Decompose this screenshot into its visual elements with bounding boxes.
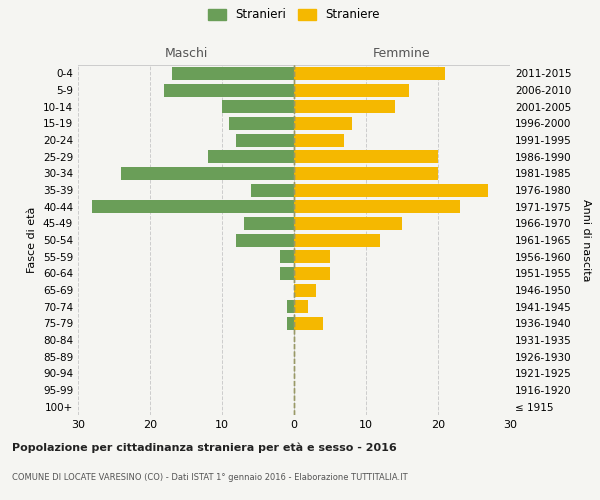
Bar: [294, 150, 438, 163]
Bar: [294, 250, 330, 263]
Bar: [294, 217, 402, 230]
Text: Femmine: Femmine: [373, 47, 431, 60]
Bar: [294, 167, 438, 180]
Bar: [236, 134, 294, 146]
Bar: [172, 67, 294, 80]
Bar: [294, 117, 352, 130]
Text: Popolazione per cittadinanza straniera per età e sesso - 2016: Popolazione per cittadinanza straniera p…: [12, 442, 397, 453]
Bar: [287, 317, 294, 330]
Bar: [294, 184, 488, 196]
Bar: [251, 184, 294, 196]
Bar: [236, 234, 294, 246]
Bar: [287, 300, 294, 313]
Bar: [294, 134, 344, 146]
Bar: [229, 117, 294, 130]
Y-axis label: Anni di nascita: Anni di nascita: [581, 198, 591, 281]
Bar: [294, 284, 316, 296]
Y-axis label: Fasce di età: Fasce di età: [28, 207, 37, 273]
Bar: [294, 267, 330, 280]
Bar: [294, 100, 395, 113]
Bar: [92, 200, 294, 213]
Legend: Stranieri, Straniere: Stranieri, Straniere: [208, 8, 380, 22]
Bar: [280, 250, 294, 263]
Bar: [294, 84, 409, 96]
Bar: [294, 300, 308, 313]
Text: Maschi: Maschi: [164, 47, 208, 60]
Bar: [294, 67, 445, 80]
Bar: [244, 217, 294, 230]
Bar: [294, 234, 380, 246]
Bar: [294, 200, 460, 213]
Text: COMUNE DI LOCATE VARESINO (CO) - Dati ISTAT 1° gennaio 2016 - Elaborazione TUTTI: COMUNE DI LOCATE VARESINO (CO) - Dati IS…: [12, 472, 407, 482]
Bar: [164, 84, 294, 96]
Bar: [294, 317, 323, 330]
Bar: [121, 167, 294, 180]
Bar: [208, 150, 294, 163]
Bar: [222, 100, 294, 113]
Bar: [280, 267, 294, 280]
